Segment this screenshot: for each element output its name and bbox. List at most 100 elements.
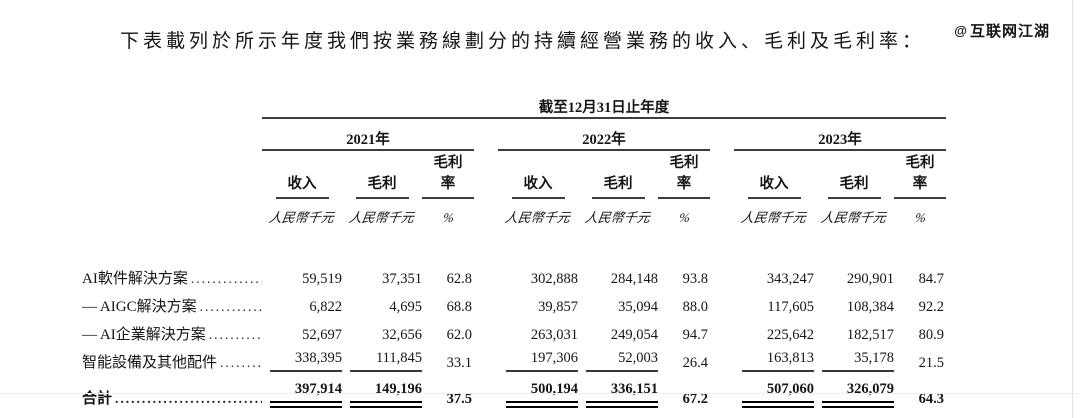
empty-cell (82, 88, 262, 118)
cell-value: 507,060 (734, 372, 814, 408)
empty-cell (82, 199, 262, 226)
cell-value: 93.8 (682, 271, 708, 287)
table-row: 智能設備及其他配件...............................… (82, 344, 946, 372)
unit-label: 人民幣千元 (268, 210, 336, 225)
spacer-row (82, 226, 946, 260)
cell-value: 197,306 (498, 344, 578, 372)
page-edge-divider (1072, 0, 1073, 418)
column-header-gross-profit: 毛利 (342, 150, 422, 199)
cell-value: 149,196 (342, 372, 422, 408)
unit-label: 人民幣千元 (740, 210, 808, 225)
cell-value: 117,605 (767, 299, 814, 315)
cell-value: 67.2 (682, 391, 708, 407)
column-header-gross-margin: 毛利率 (422, 150, 474, 199)
cell-value: 343,247 (766, 271, 814, 287)
cell-value: 33.1 (446, 355, 472, 371)
column-header-revenue: 收入 (498, 150, 578, 199)
unit-label: % (913, 210, 927, 225)
unit-label: % (441, 210, 455, 225)
cell-value: 26.4 (682, 355, 708, 371)
unit-label: 人民幣千元 (504, 210, 572, 225)
total-double-rule (350, 401, 422, 408)
column-header-revenue: 收入 (262, 150, 342, 199)
cell-value: 35,178 (814, 344, 894, 372)
cell-value: 6,822 (309, 299, 342, 315)
cell-value: 68.8 (446, 299, 472, 315)
watermark-text: 互联网江湖 (969, 23, 1050, 40)
total-double-rule (742, 401, 814, 408)
row-label: 合計......................................… (82, 372, 262, 408)
column-gap (474, 316, 498, 344)
row-label-text: 智能設備及其他配件 (82, 355, 218, 371)
column-gap (710, 344, 734, 372)
column-header-gross-profit: 毛利 (814, 150, 894, 199)
cell-value: 62.8 (446, 271, 472, 287)
unit-label: 人民幣千元 (584, 210, 652, 225)
empty-cell (82, 118, 262, 150)
column-gap (710, 199, 734, 226)
dot-leader: ........................................… (199, 299, 262, 314)
column-gap (474, 260, 498, 288)
column-gap (474, 344, 498, 372)
cell-value: 52,003 (578, 344, 658, 372)
column-header-row: 收入 毛利 毛利率 收入 毛利 毛利率 收入 毛利 毛利率 (82, 150, 947, 199)
period-header: 截至12月31日止年度 (262, 88, 947, 119)
cell-value: 62.0 (446, 327, 472, 343)
column-gap (710, 260, 734, 288)
row-label-text: AI軟件解決方案 (82, 271, 188, 287)
page-title: 下表載列於所示年度我們按業務線劃分的持續經營業務的收入、毛利及毛利率： (120, 31, 926, 52)
cell-value: 111,845 (342, 344, 422, 372)
year-header-2022: 2022年 (498, 118, 710, 151)
dot-leader: ........................................… (208, 327, 262, 342)
total-double-rule (822, 401, 894, 408)
cell-value: 249,054 (610, 327, 658, 343)
cell-value: 500,194 (498, 372, 578, 408)
cell-value: 94.7 (682, 327, 708, 343)
year-header-row: 2021年 2022年 2023年 (82, 118, 947, 151)
cell-value: 52,697 (302, 327, 342, 343)
watermark-logo-icon: @ (954, 23, 968, 38)
column-gap (710, 372, 734, 408)
units-row: 人民幣千元 人民幣千元 % 人民幣千元 人民幣千元 % 人民幣千元 人民幣千元 … (82, 199, 946, 226)
cell-value: 59,519 (302, 271, 342, 287)
table-row: — AI企業解決方案..............................… (82, 316, 946, 344)
column-gap (474, 118, 498, 150)
cell-value: 225,642 (766, 327, 814, 343)
dot-leader: ........................................… (190, 271, 262, 286)
cell-value: 88.0 (682, 299, 708, 315)
row-label-text: — AIGC解決方案 (82, 299, 197, 315)
row-label: — AI企業解決方案..............................… (82, 316, 262, 344)
cell-value: 37,351 (382, 271, 422, 287)
total-double-rule (506, 401, 578, 408)
financial-table: 截至12月31日止年度 2021年 2022年 2023年 收入 毛利 毛利率 … (82, 88, 947, 408)
total-double-rule (586, 401, 658, 408)
cell-value: 64.3 (918, 391, 945, 407)
unit-label: 人民幣千元 (820, 210, 888, 225)
period-header-row: 截至12月31日止年度 (82, 88, 947, 119)
cell-value: 37.5 (446, 391, 472, 407)
cell-value: 39,857 (538, 299, 578, 315)
dot-leader: ........................................… (115, 391, 262, 406)
column-header-gross-margin: 毛利率 (658, 150, 710, 199)
watermark: @ 互联网江湖 (954, 20, 1050, 41)
cell-value: 397,914 (262, 372, 342, 408)
column-gap (710, 150, 734, 199)
column-gap (474, 288, 498, 316)
row-label-text: 合計 (82, 391, 113, 407)
column-header-gross-profit: 毛利 (578, 150, 658, 199)
cell-value: 284,148 (610, 271, 658, 287)
row-label: — AIGC解決方案..............................… (82, 288, 262, 316)
cell-value: 4,695 (389, 299, 422, 315)
year-header-2023: 2023年 (734, 118, 947, 151)
cell-value: 182,517 (846, 327, 894, 343)
table-body: AI軟件解決方案................................… (82, 260, 946, 408)
column-header-gross-margin: 毛利率 (894, 150, 947, 199)
empty-cell (82, 150, 262, 199)
year-header-2021: 2021年 (262, 118, 474, 151)
cell-value: 84.7 (918, 271, 945, 287)
column-gap (710, 118, 734, 150)
cell-value: 35,094 (618, 299, 658, 315)
column-gap (710, 288, 734, 316)
page-bottom-divider (0, 393, 1080, 394)
table-row: AI軟件解決方案................................… (82, 260, 946, 288)
